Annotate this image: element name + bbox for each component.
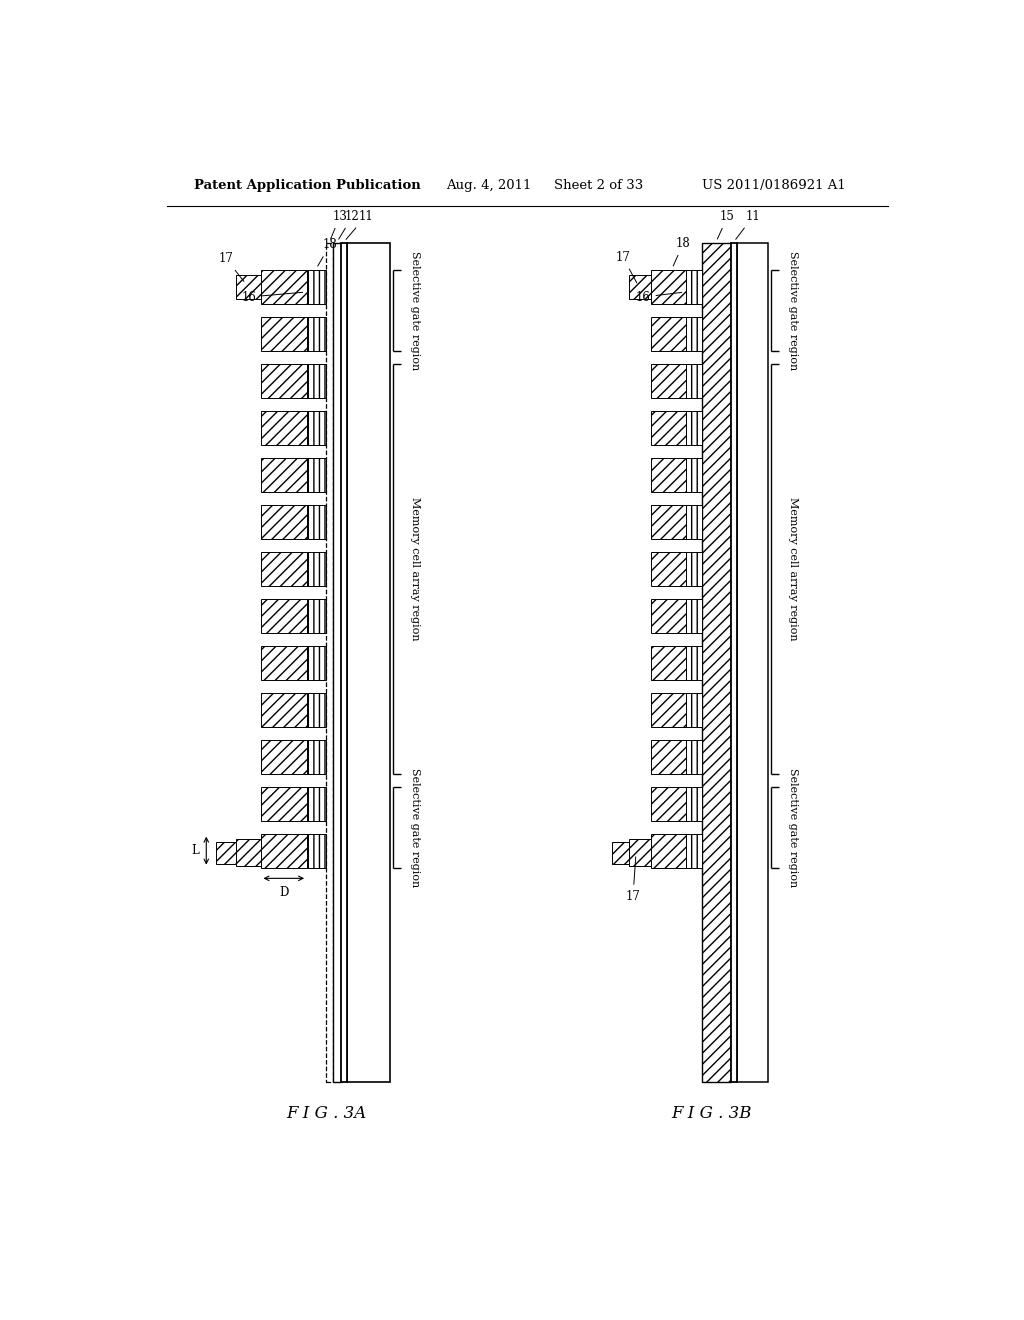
Text: 16: 16 <box>636 290 682 304</box>
Bar <box>651 739 686 774</box>
Bar <box>260 787 307 821</box>
Text: Selective gate region: Selective gate region <box>410 767 420 887</box>
Bar <box>307 552 326 586</box>
Bar <box>307 411 326 445</box>
Bar <box>686 411 701 445</box>
Text: 12: 12 <box>339 210 359 239</box>
Bar <box>686 599 701 632</box>
Bar <box>307 787 326 821</box>
Text: F I G . 3A: F I G . 3A <box>287 1106 367 1122</box>
Text: 11: 11 <box>346 210 373 239</box>
Bar <box>260 599 307 632</box>
Bar <box>307 645 326 680</box>
Bar <box>612 842 630 865</box>
Bar <box>334 243 341 1082</box>
Bar <box>307 504 326 539</box>
Text: F I G . 3B: F I G . 3B <box>671 1106 752 1122</box>
Bar <box>651 317 686 351</box>
Text: Selective gate region: Selective gate region <box>788 251 799 370</box>
Bar <box>260 364 307 397</box>
Text: 17: 17 <box>615 251 637 282</box>
Bar <box>630 275 651 298</box>
Text: 17: 17 <box>219 252 244 281</box>
Bar <box>236 838 260 866</box>
Bar <box>630 838 651 866</box>
Bar <box>651 364 686 397</box>
Bar <box>260 317 307 351</box>
Bar <box>216 842 236 865</box>
Bar <box>686 693 701 726</box>
Bar <box>260 411 307 445</box>
Text: 18: 18 <box>317 239 337 267</box>
Bar <box>307 599 326 632</box>
Bar <box>651 271 686 304</box>
Text: 16: 16 <box>241 290 303 304</box>
Text: 13: 13 <box>331 210 347 239</box>
Bar <box>260 693 307 726</box>
Bar <box>651 504 686 539</box>
Text: Memory cell array region: Memory cell array region <box>410 498 420 640</box>
Bar <box>686 645 701 680</box>
Bar <box>260 739 307 774</box>
Text: 11: 11 <box>735 210 761 239</box>
Bar <box>307 458 326 492</box>
Bar <box>307 693 326 726</box>
Text: Selective gate region: Selective gate region <box>410 251 420 370</box>
Text: Memory cell array region: Memory cell array region <box>788 498 799 640</box>
Bar <box>686 787 701 821</box>
Text: 15: 15 <box>718 210 735 239</box>
Bar <box>260 458 307 492</box>
Bar <box>686 504 701 539</box>
Bar <box>737 243 768 1082</box>
Bar <box>326 243 334 1082</box>
Bar <box>260 645 307 680</box>
Bar <box>651 787 686 821</box>
Bar <box>701 243 731 1082</box>
Text: L: L <box>191 843 200 857</box>
Bar <box>686 364 701 397</box>
Bar <box>686 739 701 774</box>
Bar <box>651 552 686 586</box>
Bar <box>260 552 307 586</box>
Text: Selective gate region: Selective gate region <box>788 767 799 887</box>
Bar <box>686 458 701 492</box>
Bar <box>260 504 307 539</box>
Bar <box>686 834 701 867</box>
Bar <box>307 739 326 774</box>
Bar <box>260 271 307 304</box>
Bar <box>686 317 701 351</box>
Text: Aug. 4, 2011: Aug. 4, 2011 <box>445 178 531 191</box>
Bar <box>341 243 347 1082</box>
Bar <box>307 364 326 397</box>
Text: US 2011/0186921 A1: US 2011/0186921 A1 <box>701 178 845 191</box>
Bar <box>651 458 686 492</box>
Bar <box>347 243 390 1082</box>
Bar <box>651 693 686 726</box>
Bar <box>307 271 326 304</box>
Bar <box>307 317 326 351</box>
Bar <box>686 271 701 304</box>
Bar <box>307 834 326 867</box>
Text: D: D <box>280 886 289 899</box>
Text: Patent Application Publication: Patent Application Publication <box>194 178 421 191</box>
Bar <box>651 411 686 445</box>
Bar <box>731 243 737 1082</box>
Text: 17: 17 <box>626 857 640 903</box>
Bar <box>651 599 686 632</box>
Bar <box>236 275 260 298</box>
Bar <box>651 645 686 680</box>
Bar <box>651 834 686 867</box>
Text: Sheet 2 of 33: Sheet 2 of 33 <box>554 178 643 191</box>
Text: 18: 18 <box>673 238 690 265</box>
Bar <box>686 552 701 586</box>
Bar <box>260 834 307 867</box>
